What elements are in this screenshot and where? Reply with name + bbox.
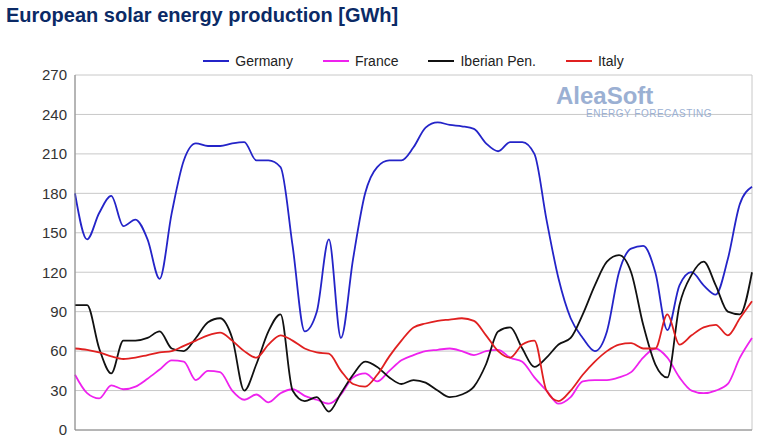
- html-text:Italy: Italy: [598, 53, 624, 69]
- svg-text:210: 210: [42, 145, 67, 162]
- html-text:ENERGY FORECASTING: ENERGY FORECASTING: [586, 108, 713, 119]
- svg-text:240: 240: [42, 106, 67, 123]
- svg-text:60: 60: [50, 342, 67, 359]
- svg-text:90: 90: [50, 303, 67, 320]
- svg-text:180: 180: [42, 185, 67, 202]
- svg-text:120: 120: [42, 264, 67, 281]
- html-text:France: France: [354, 53, 399, 69]
- html-text:Germany: Germany: [235, 53, 293, 69]
- svg-text:0: 0: [59, 421, 67, 436]
- html-text:Iberian Pen.: Iberian Pen.: [460, 53, 536, 69]
- html-text:European solar energy producti: European solar energy production [GWh]: [6, 4, 399, 26]
- svg-text:30: 30: [50, 382, 67, 399]
- svg-text:150: 150: [42, 224, 67, 241]
- svg-text:270: 270: [42, 66, 67, 83]
- html-text:AleaSoft: AleaSoft: [556, 82, 654, 109]
